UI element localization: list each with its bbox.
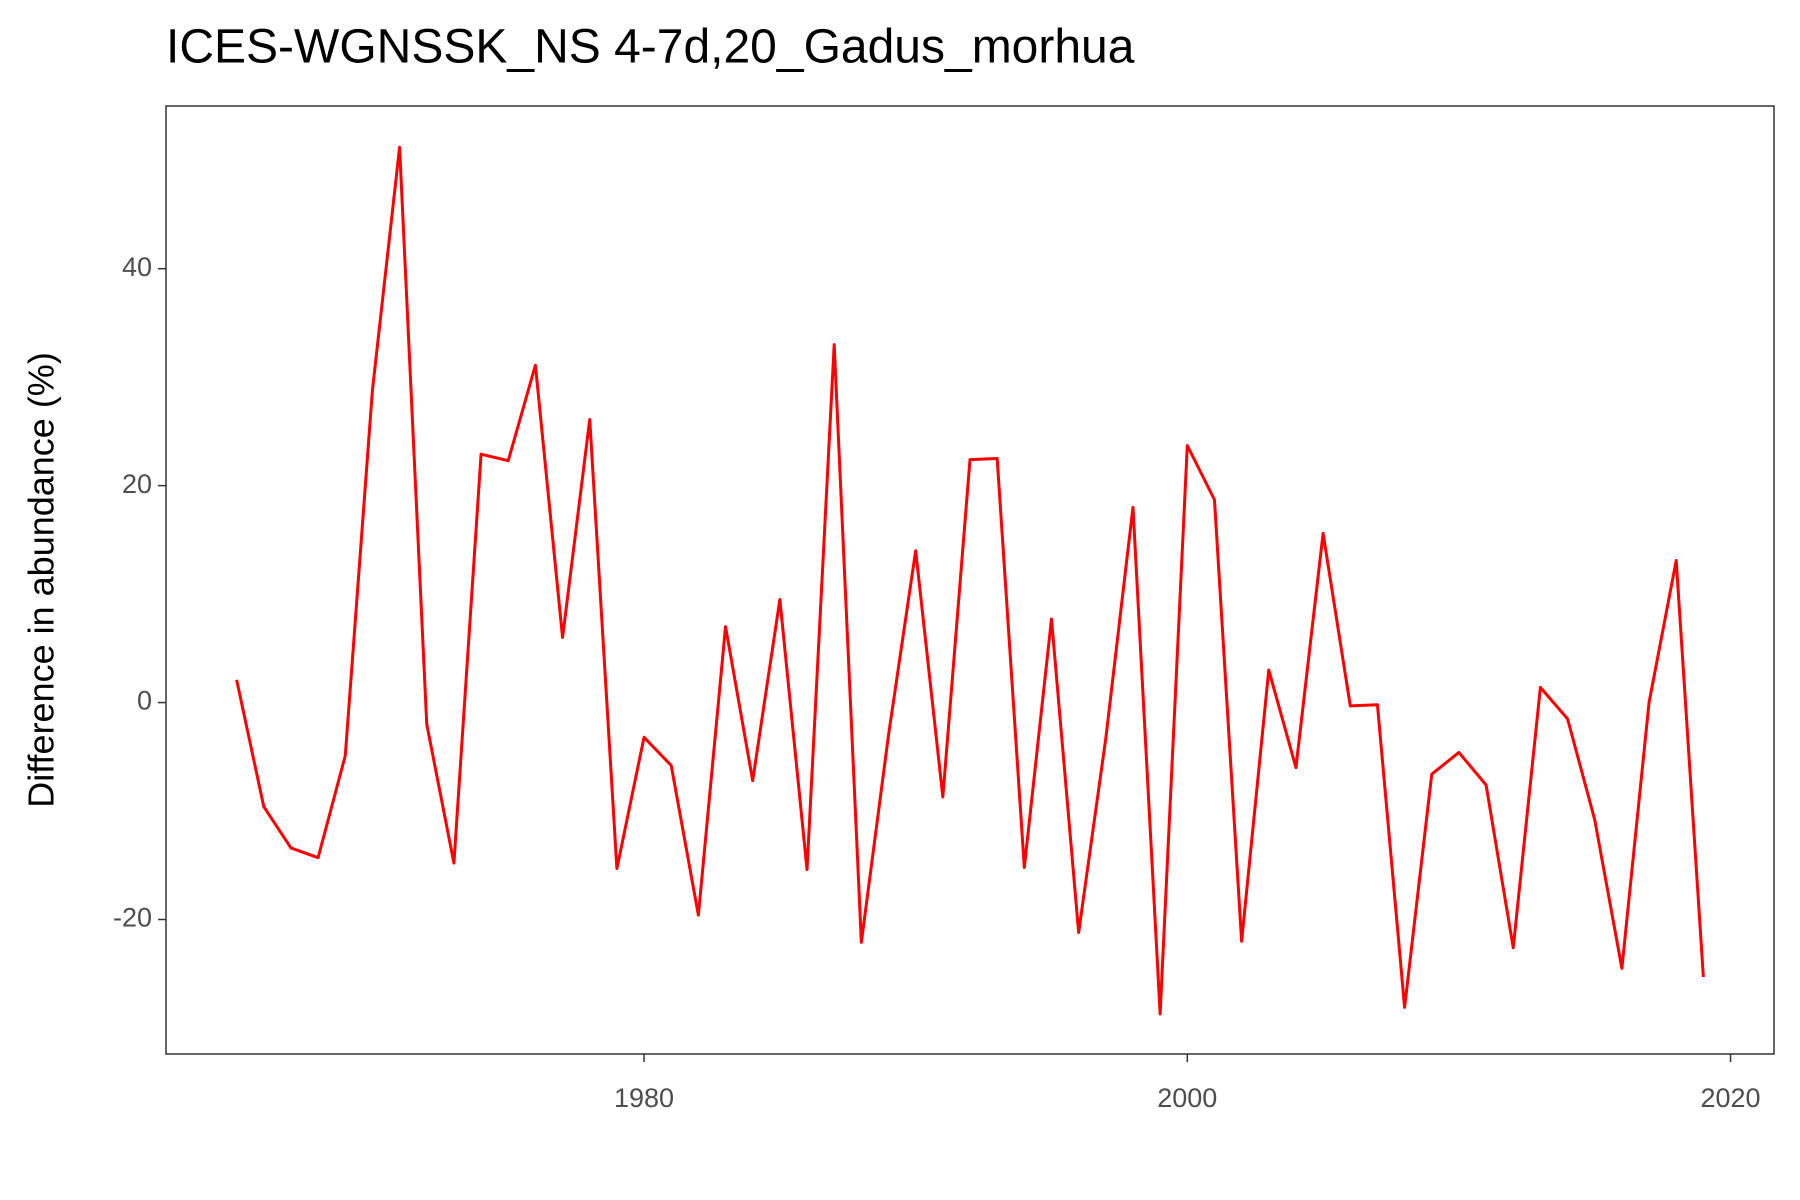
x-tick-label: 1980: [614, 1083, 674, 1113]
chart-title: ICES-WGNSSK_NS 4-7d,20_Gadus_morhua: [166, 21, 1135, 74]
data-line: [235, 145, 1705, 1016]
y-tick-label: 20: [122, 469, 152, 499]
y-axis-label: Difference in abundance (%): [21, 352, 62, 808]
panel-border: [165, 105, 1775, 1055]
y-tick-label: 40: [122, 252, 152, 282]
x-tick-label: 2000: [1157, 1083, 1217, 1113]
x-tick-label: 2020: [1701, 1083, 1761, 1113]
y-tick-label: 0: [137, 686, 152, 716]
y-tick-label: -20: [113, 903, 152, 933]
